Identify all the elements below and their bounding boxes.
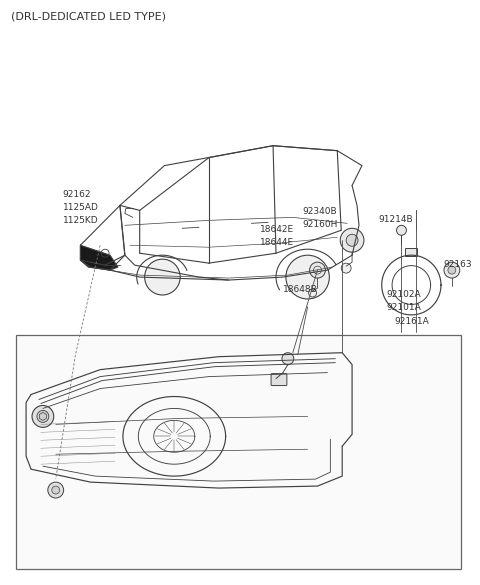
- Text: 92162: 92162: [62, 191, 91, 199]
- Circle shape: [340, 228, 364, 252]
- Circle shape: [52, 486, 60, 494]
- Circle shape: [341, 263, 351, 273]
- Circle shape: [448, 266, 456, 274]
- Circle shape: [282, 353, 294, 364]
- Text: 18648B: 18648B: [283, 285, 318, 294]
- Circle shape: [346, 234, 358, 246]
- Text: 92163: 92163: [443, 260, 471, 269]
- Text: 18644E: 18644E: [260, 238, 294, 247]
- Circle shape: [310, 262, 325, 278]
- Bar: [16, 335, 461, 569]
- Text: 92101A: 92101A: [387, 303, 421, 312]
- Circle shape: [444, 262, 460, 278]
- Text: 92102A: 92102A: [387, 290, 421, 299]
- Text: 92161A: 92161A: [395, 317, 429, 326]
- Text: 92160H: 92160H: [303, 221, 338, 229]
- Circle shape: [309, 289, 316, 297]
- Circle shape: [396, 225, 407, 235]
- Circle shape: [48, 482, 64, 498]
- Text: 91214B: 91214B: [379, 215, 413, 225]
- Circle shape: [286, 255, 329, 299]
- Text: 1125KD: 1125KD: [62, 216, 98, 225]
- Polygon shape: [81, 245, 118, 270]
- FancyBboxPatch shape: [271, 374, 287, 386]
- Bar: [406, 248, 417, 256]
- Circle shape: [144, 259, 180, 295]
- Text: 18642E: 18642E: [260, 225, 294, 235]
- Circle shape: [37, 411, 49, 422]
- Text: (DRL-DEDICATED LED TYPE): (DRL-DEDICATED LED TYPE): [11, 11, 166, 21]
- Text: 92340B: 92340B: [303, 208, 337, 216]
- Text: 1125AD: 1125AD: [62, 204, 98, 212]
- Circle shape: [32, 405, 54, 428]
